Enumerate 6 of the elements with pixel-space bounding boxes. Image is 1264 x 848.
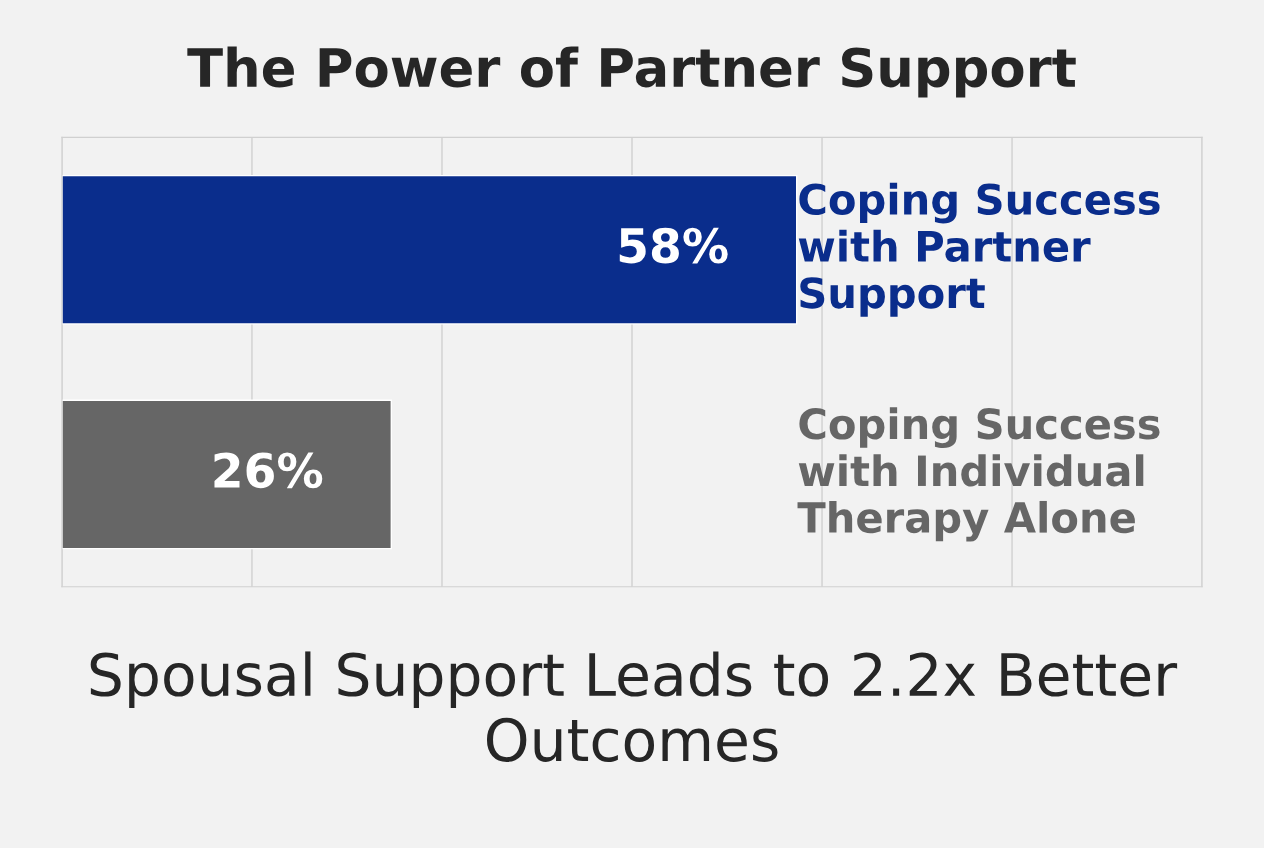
- text: Spousal Support Leads to 2.2x Better Outcomes: [90, 651, 1178, 762]
- chart-title: The Power of Partner Support: [187, 46, 1076, 98]
- data-label: 26%: [214, 452, 323, 489]
- y-tick-label: Coping Success with Individual Therapy Alone: [797, 407, 1160, 542]
- y-tick-label: Coping Success with Partner Support: [798, 182, 1160, 317]
- data-label: 58%: [619, 227, 728, 264]
